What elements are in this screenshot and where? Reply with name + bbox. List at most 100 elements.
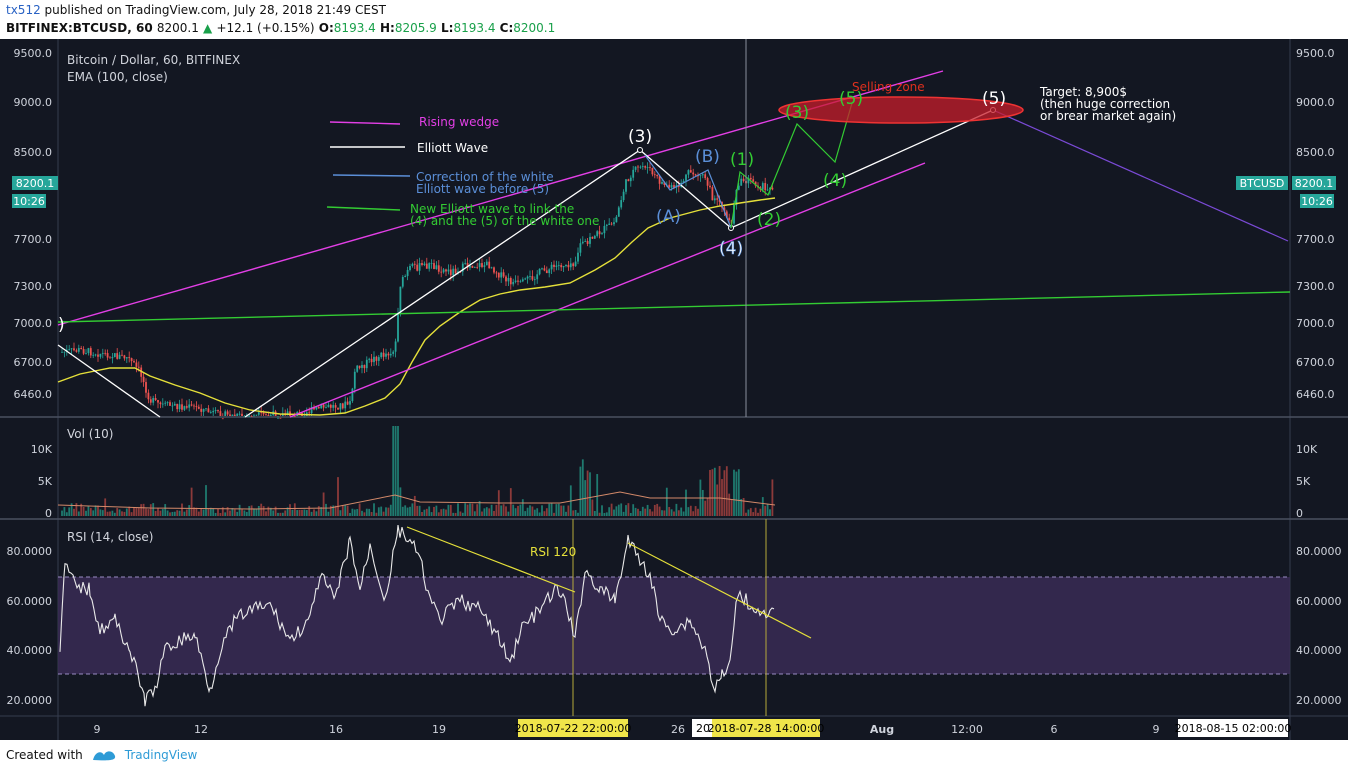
volume-bar	[637, 508, 639, 516]
volume-bar	[586, 470, 589, 516]
candle-body	[608, 223, 611, 225]
candle-body	[70, 348, 73, 350]
new-elliott-wave-line[interactable]	[730, 102, 853, 229]
volume-bar	[161, 509, 164, 516]
candle-body	[416, 264, 419, 271]
volume-bar	[392, 426, 395, 516]
tradingview-link[interactable]: TradingView	[124, 748, 198, 762]
volume-bar	[337, 477, 339, 516]
volume-bar	[413, 495, 416, 516]
volume-bar	[339, 510, 342, 516]
volume-bar	[257, 505, 260, 516]
price-tick: 7700.0	[1296, 233, 1335, 246]
volume-bar	[116, 508, 119, 516]
candle-body	[63, 351, 66, 353]
volume-bar	[193, 507, 195, 516]
candle-body	[673, 185, 675, 188]
wedge-lower-line[interactable]	[289, 162, 926, 418]
volume-bar	[500, 505, 503, 516]
time-axis: 9 12 16 19 26 Aug 12:00 6 9	[94, 723, 1160, 736]
volume-bar	[322, 492, 325, 516]
price-tick: 6460.0	[1296, 388, 1335, 401]
volume-bar	[238, 504, 241, 516]
candle-body	[214, 410, 217, 412]
candle-body	[73, 348, 75, 351]
volume-bar	[461, 512, 464, 516]
time-marker-1	[518, 719, 628, 737]
high-label: H:	[379, 21, 395, 35]
wave-label-3: (3)	[628, 127, 652, 147]
volume-bar	[164, 504, 167, 516]
candle-body	[80, 347, 83, 350]
candle-body	[377, 357, 380, 361]
selling-zone-label: Selling zone	[852, 80, 925, 94]
candle-body	[495, 272, 498, 274]
volume-bar	[375, 512, 378, 516]
volume-bar	[723, 470, 726, 516]
volume-bar	[622, 511, 625, 516]
volume-bar	[399, 487, 402, 516]
wave-label-a: (A)	[656, 207, 681, 227]
price-tick: 6700.0	[1296, 356, 1335, 369]
time-marker-2-prefix-box	[692, 719, 714, 737]
candle-body	[161, 403, 164, 405]
candle-body	[241, 413, 243, 416]
candle-body	[137, 366, 140, 368]
candle-body	[423, 263, 426, 265]
volume-bar	[749, 508, 752, 516]
elliott-wave-left-segment[interactable]	[57, 344, 161, 418]
candle-body	[591, 236, 594, 239]
elliott-wave-main[interactable]	[244, 109, 994, 418]
rsi-trend-line-2[interactable]	[627, 542, 812, 639]
volume-bar	[159, 510, 162, 516]
volume-bar	[430, 512, 433, 516]
volume-bar	[442, 508, 445, 516]
price-tag-left-text: 8200.1	[16, 177, 55, 190]
volume-bar	[188, 505, 191, 516]
volume-bar	[80, 503, 83, 516]
volume-bar	[548, 503, 551, 516]
volume-bar	[109, 511, 111, 516]
price-tick: 8500.0	[14, 146, 53, 159]
volume-bar	[596, 474, 599, 516]
candle-body	[620, 200, 623, 208]
author-link[interactable]: tx512	[6, 3, 41, 17]
long-trend-line[interactable]	[57, 291, 1291, 323]
volume-bar	[212, 508, 215, 516]
candle-body	[293, 416, 296, 417]
selling-zone-ellipse[interactable]	[778, 96, 1024, 124]
candle-body	[428, 263, 431, 269]
volume-bar	[75, 503, 78, 516]
volume-bar	[351, 508, 354, 516]
candle-body	[351, 388, 354, 402]
volume-bar	[421, 511, 423, 516]
chart-canvas[interactable]: 9500.0 9000.0 8500.0 7700.0 7300.0 7000.…	[0, 39, 1348, 740]
candle-body	[125, 357, 128, 359]
projection-line[interactable]	[992, 109, 1289, 242]
volume-bar	[440, 509, 443, 516]
abc-correction-line[interactable]	[644, 154, 732, 229]
volume-bar	[754, 507, 757, 516]
candle-body	[224, 411, 227, 416]
wave-label-5: (5)	[982, 89, 1006, 109]
volume-bar	[99, 509, 102, 516]
rsi-trend-line-1[interactable]	[406, 526, 576, 593]
wave-point-3[interactable]	[637, 147, 643, 153]
volume-bar	[761, 497, 764, 516]
rsi-120-label: RSI 120	[530, 545, 576, 559]
price-tick: 7300.0	[1296, 280, 1335, 293]
volume-bar	[344, 504, 347, 516]
candle-body	[493, 267, 495, 273]
volume-bar	[286, 507, 289, 516]
volume-bar	[200, 508, 203, 516]
candle-body	[545, 270, 548, 274]
candle-body	[375, 356, 378, 361]
volume-bar	[260, 503, 263, 516]
volume-bar	[137, 508, 140, 516]
volume-bar	[154, 510, 157, 516]
candle-body	[567, 264, 570, 268]
candle-body	[154, 398, 157, 401]
candle-body	[649, 167, 651, 168]
candle-body	[94, 354, 97, 356]
candle-body	[147, 392, 150, 400]
